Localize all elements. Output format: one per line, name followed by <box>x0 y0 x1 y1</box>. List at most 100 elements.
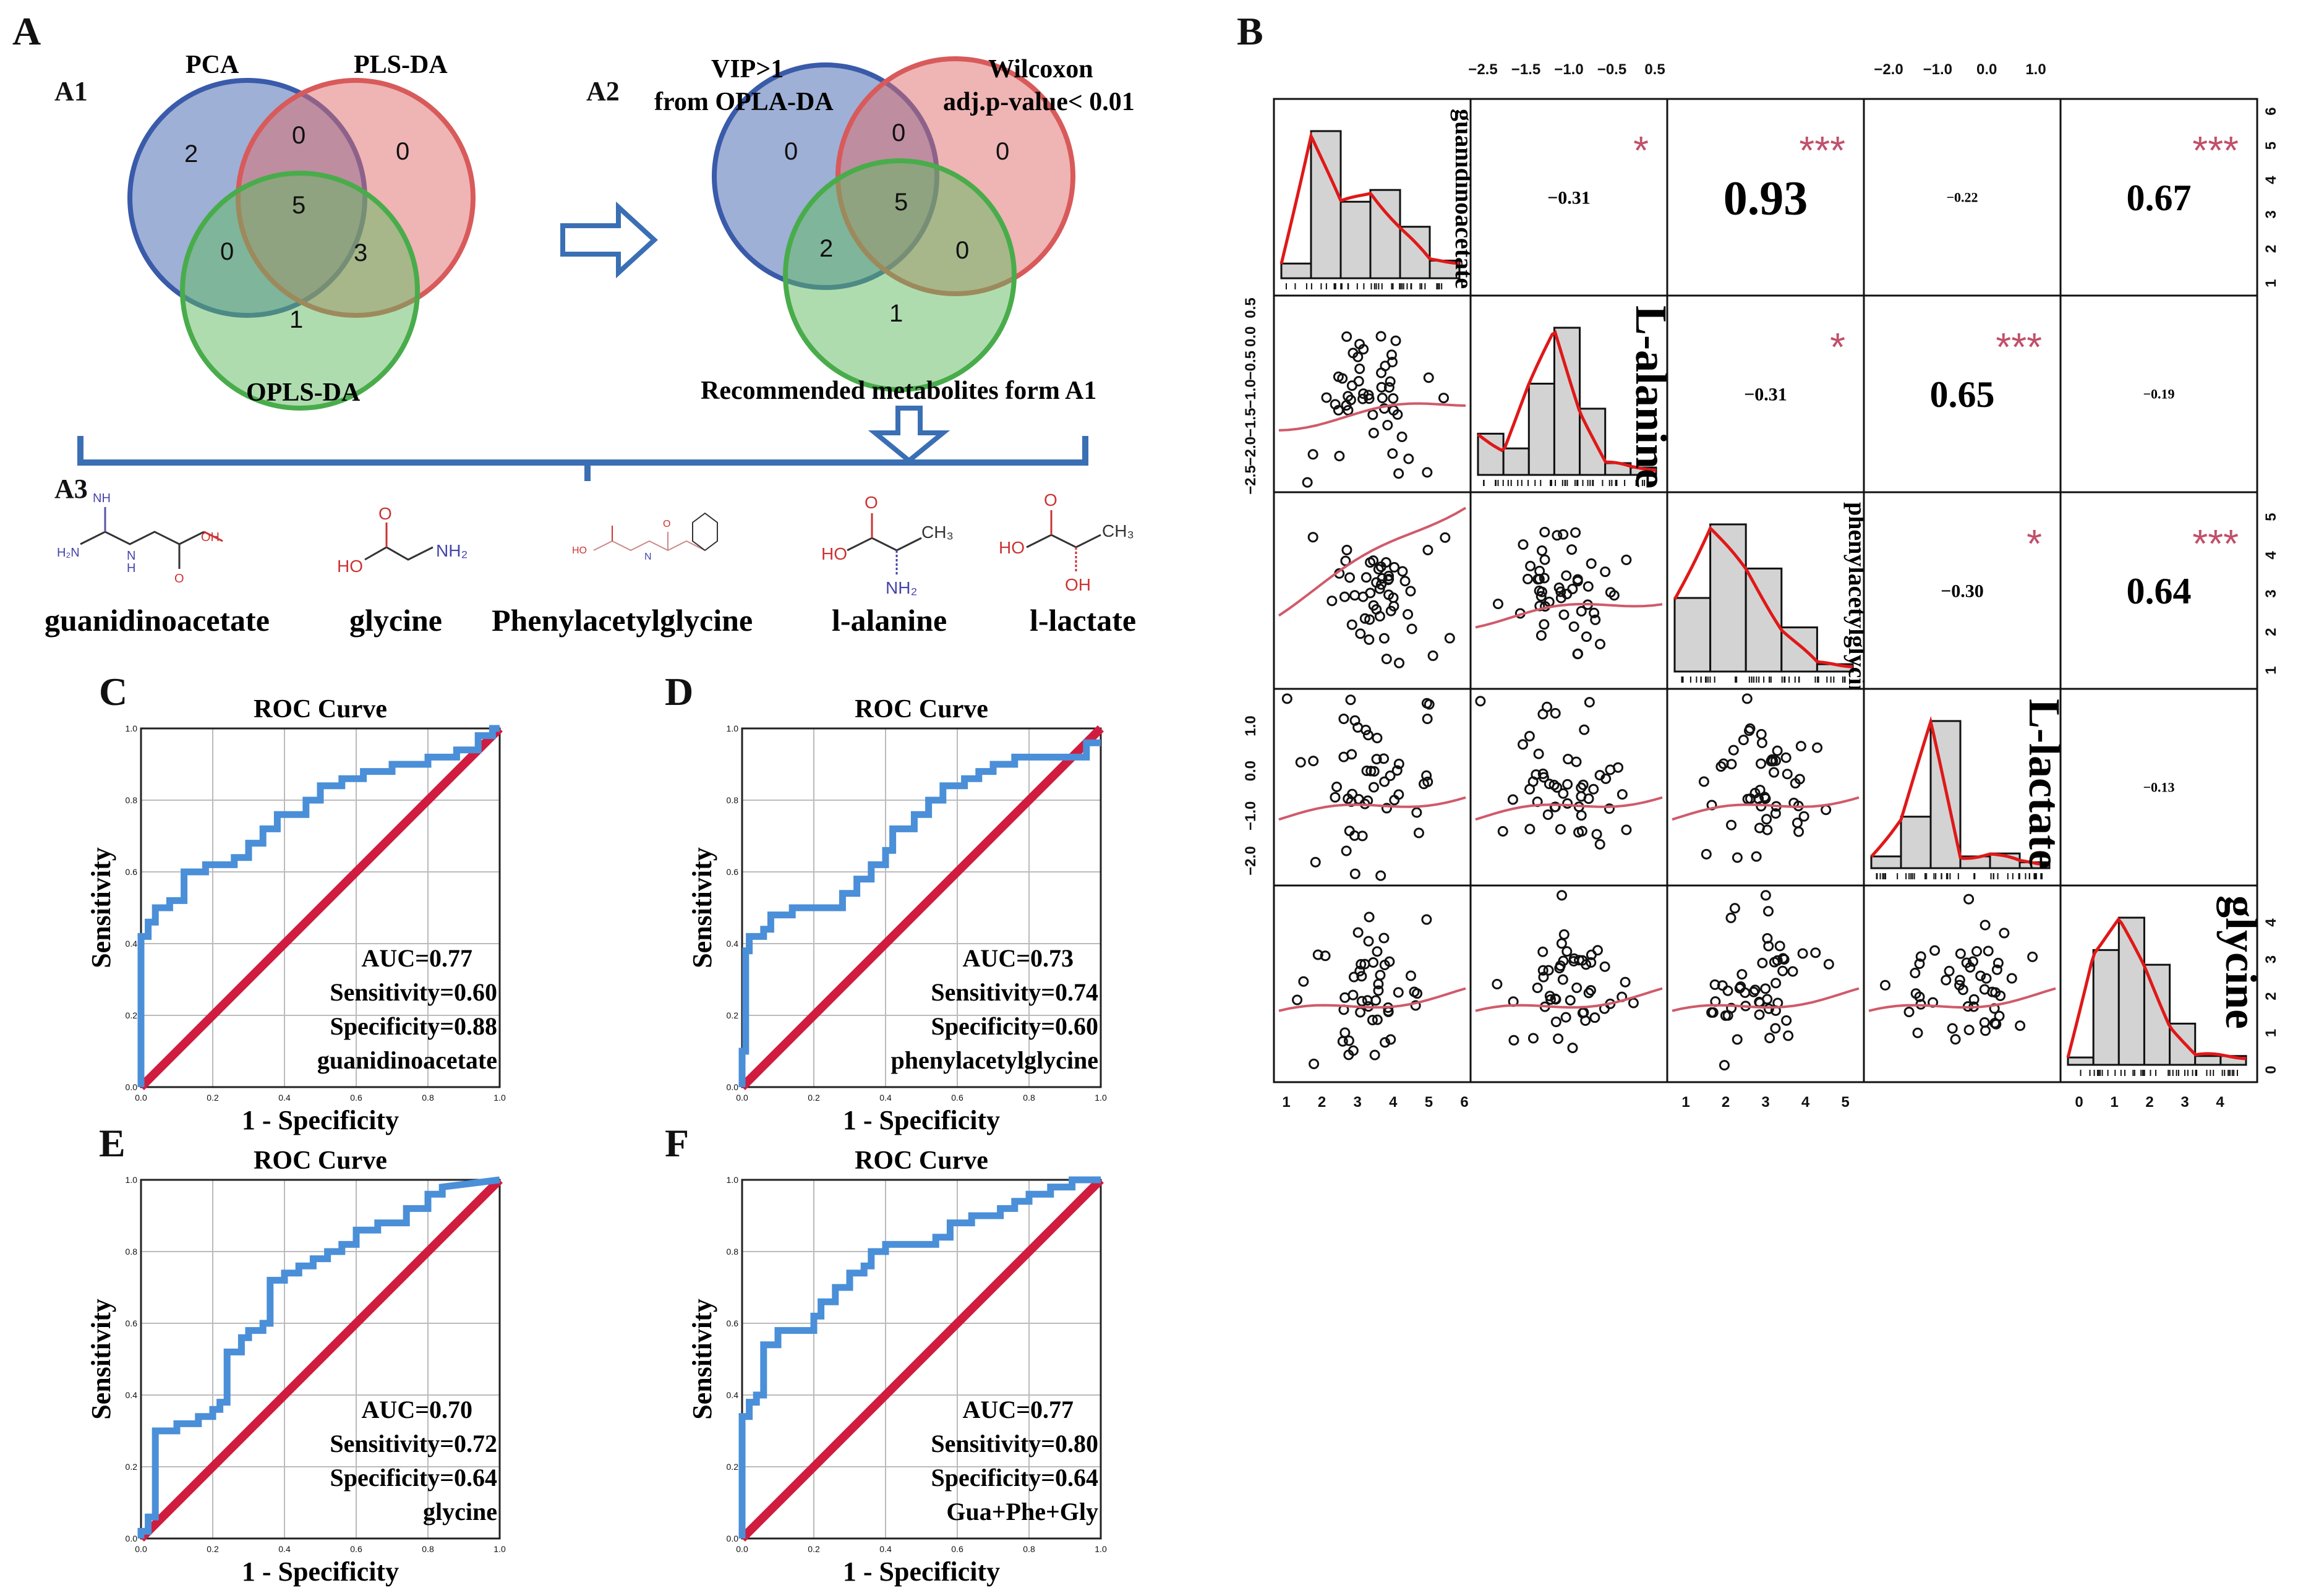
x-tick-label: 0.0 <box>736 1544 748 1554</box>
scatter-point <box>1555 824 1566 835</box>
y-tick-label: 0.4 <box>727 1390 739 1400</box>
scatter-point <box>1348 971 1359 983</box>
matrix-cell <box>1273 884 1472 1083</box>
x-axis-label: 1 - Specificity <box>242 1105 399 1135</box>
scatter-point <box>1586 558 1597 569</box>
scatter-point <box>1380 1037 1391 1048</box>
density-curve <box>2066 916 2247 1060</box>
significance-stars: * <box>1830 325 1845 369</box>
scatter-point <box>1594 639 1605 650</box>
scatter-point <box>1346 619 1357 630</box>
right-axis-tick: 2 <box>2263 628 2279 636</box>
cell-frame <box>1469 688 1668 887</box>
top-axis-tick: −1.5 <box>1511 61 1540 78</box>
molecule-guanidinoacetate <box>80 507 223 569</box>
scatter-point <box>1492 979 1503 990</box>
scatter-point <box>1550 994 1561 1005</box>
cell-frame <box>1469 884 1668 1083</box>
significance-stars: *** <box>1996 325 2042 369</box>
venn-count: 0 <box>892 119 905 147</box>
scatter-point <box>1774 941 1785 952</box>
scatter-point <box>1393 789 1404 800</box>
scatter-point <box>1810 947 1821 958</box>
left-axis-tick: −1.5 <box>1242 408 1259 437</box>
scatter-point <box>1320 950 1331 962</box>
scatter-point <box>1362 730 1373 741</box>
x-tick-label: 0.2 <box>207 1544 219 1554</box>
atom-label: O <box>663 519 670 529</box>
x-axis-label: 1 - Specificity <box>242 1556 399 1587</box>
right-axis-tick: 3 <box>2263 210 2279 218</box>
histogram-bar <box>1369 189 1401 280</box>
scatter-point <box>1812 742 1823 753</box>
smooth-line <box>1672 796 1860 821</box>
correlation-value: −0.22 <box>1946 190 1978 205</box>
venn-label-oplsda: OPLS-DA <box>246 378 361 407</box>
atom-label: H₂N <box>57 546 80 560</box>
scatter-point <box>1760 983 1771 994</box>
cell-frame <box>2059 98 2258 297</box>
roc-stat-text: AUC=0.70 <box>362 1396 472 1423</box>
venn-count: 5 <box>894 189 908 216</box>
scatter-point <box>1524 824 1536 835</box>
scatter-point <box>1492 599 1503 610</box>
roc-stat-text: Specificity=0.60 <box>931 1012 1098 1040</box>
x-tick-label: 0.0 <box>135 1093 147 1103</box>
scatter-point <box>1556 938 1567 949</box>
scatter-point <box>1797 948 1808 959</box>
scatter-point <box>1552 530 1563 541</box>
left-axis-tick: 0.5 <box>1242 297 1259 318</box>
scatter-point <box>1790 778 1801 789</box>
scatter-point <box>1915 951 1926 962</box>
scatter-point <box>1557 890 1568 901</box>
scatter-point <box>1424 699 1435 710</box>
scatter-point <box>1715 761 1727 772</box>
scatter-point <box>1537 965 1548 976</box>
roc-panel-d: D ROC Curve 0.00.0 0.2 0.2 0.4 0.4 0.6 0.6 0.8 0.8… <box>665 670 1107 1135</box>
x-axis-label: 1 - Specificity <box>843 1556 1000 1587</box>
scatter-point <box>1373 978 1384 989</box>
scatter-point <box>1385 1034 1396 1045</box>
scatter-point <box>1720 1010 1731 1021</box>
scatter-point <box>1745 793 1756 804</box>
correlation-value: 0.65 <box>1930 374 1995 415</box>
scatter-point <box>1357 830 1368 842</box>
scatter-point <box>1330 399 1341 410</box>
atom-label: O <box>1044 490 1057 510</box>
scatter-point <box>1379 776 1390 787</box>
roc-title: ROC Curve <box>254 1146 387 1175</box>
cell-frame <box>1863 491 2062 690</box>
histogram-bar <box>1900 816 1932 869</box>
plot-frame <box>741 727 1102 1088</box>
significance-stars: * <box>2027 521 2042 566</box>
y-tick-label: 1.0 <box>126 723 138 733</box>
scatter-point <box>1339 1027 1351 1038</box>
scatter-point <box>1729 903 1740 914</box>
correlation-cell: 0.67*** <box>2127 128 2239 218</box>
plot-frame <box>140 727 501 1088</box>
panel-label-a1: A1 <box>54 76 88 106</box>
scatter-point <box>1307 449 1318 460</box>
scatter-point <box>1378 753 1390 764</box>
right-axis-tick: 4 <box>2263 176 2279 184</box>
x-tick-label: 0.8 <box>1023 1544 1035 1554</box>
x-tick-label: 0.2 <box>207 1093 219 1103</box>
venn-label-recommended: Recommended metabolites form A1 <box>701 377 1096 405</box>
scatter-point <box>1386 349 1397 361</box>
scatter-point <box>1341 845 1352 856</box>
scatter-point <box>1533 748 1544 759</box>
venn-label-vip-1: VIP>1 <box>711 55 784 83</box>
scatter-point <box>1361 766 1372 777</box>
cell-frame <box>1273 688 1472 887</box>
panel-label: C <box>99 670 127 714</box>
correlation-cell: 0.65*** <box>1930 325 2043 415</box>
venn-circle-oplsda <box>180 171 420 411</box>
scatter-point <box>1728 745 1739 756</box>
x-tick-label: 0.6 <box>951 1093 963 1103</box>
top-axis-tick: 0.5 <box>1644 61 1665 78</box>
scatter-point <box>1783 1030 1794 1041</box>
y-tick-label: 0.6 <box>126 867 138 877</box>
scatter-point <box>1330 792 1341 803</box>
scatter-point <box>1726 819 1737 830</box>
scatter-point <box>1726 759 1737 770</box>
